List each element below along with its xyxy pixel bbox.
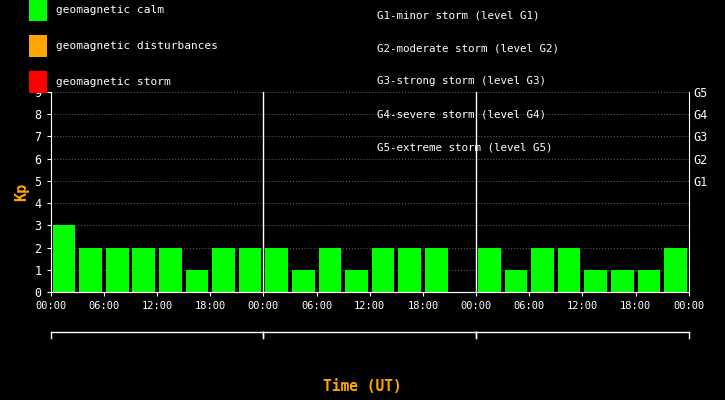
Text: G2-moderate storm (level G2): G2-moderate storm (level G2)	[377, 43, 559, 53]
Text: G1-minor storm (level G1): G1-minor storm (level G1)	[377, 10, 539, 20]
Text: geomagnetic storm: geomagnetic storm	[56, 77, 170, 87]
Text: G5-extreme storm (level G5): G5-extreme storm (level G5)	[377, 143, 552, 153]
Bar	[292, 270, 315, 292]
Bar	[505, 270, 527, 292]
Text: geomagnetic calm: geomagnetic calm	[56, 5, 164, 15]
Bar	[345, 270, 368, 292]
Bar	[318, 248, 341, 292]
Bar	[212, 248, 235, 292]
Text: Time (UT): Time (UT)	[323, 379, 402, 394]
Bar	[558, 248, 581, 292]
Text: geomagnetic disturbances: geomagnetic disturbances	[56, 41, 217, 51]
Bar	[133, 248, 155, 292]
Bar	[79, 248, 102, 292]
Bar	[398, 248, 421, 292]
Bar	[159, 248, 182, 292]
Bar	[478, 248, 501, 292]
Bar	[664, 248, 687, 292]
Bar	[372, 248, 394, 292]
Bar	[584, 270, 607, 292]
Y-axis label: Kp: Kp	[14, 183, 29, 201]
Text: G3-strong storm (level G3): G3-strong storm (level G3)	[377, 76, 546, 86]
Text: G4-severe storm (level G4): G4-severe storm (level G4)	[377, 110, 546, 120]
Bar	[637, 270, 660, 292]
Bar	[425, 248, 447, 292]
Bar	[265, 248, 288, 292]
Bar	[186, 270, 208, 292]
Bar	[106, 248, 128, 292]
Bar	[239, 248, 262, 292]
Bar	[531, 248, 554, 292]
Bar	[611, 270, 634, 292]
Bar	[53, 225, 75, 292]
